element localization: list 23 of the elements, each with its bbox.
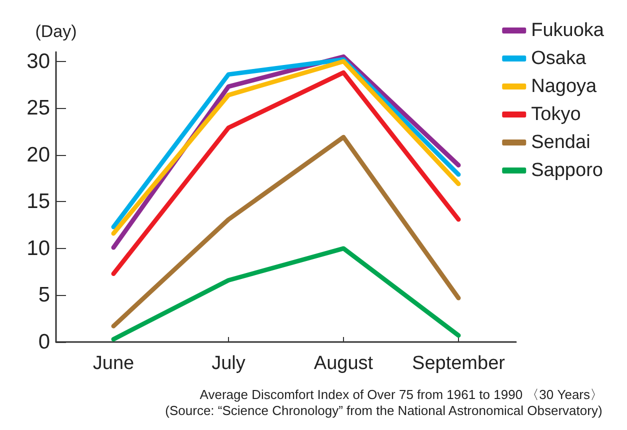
line-series (111, 70, 461, 276)
x-tick-label: June (92, 353, 134, 374)
x-tick-label: July (212, 353, 246, 374)
x-tick-label: August (314, 353, 374, 374)
line-series (111, 134, 461, 328)
y-tick-label: 30 (26, 50, 50, 73)
y-tick-label: 0 (38, 330, 50, 354)
legend-label: Fukuoka (531, 20, 604, 41)
line-series (111, 246, 461, 342)
y-tick-label: 25 (26, 96, 50, 120)
y-axis-title: (Day) (35, 22, 77, 41)
y-tick-label: 10 (26, 236, 50, 260)
legend-label: Nagoya (531, 76, 598, 97)
y-tick-label: 5 (38, 284, 50, 307)
legend-label: Osaka (531, 48, 586, 69)
legend-label: Sendai (531, 132, 590, 153)
text: Average Discomfort Index of Over 75 from 1961 to 1990 〈30 Years〉 (200, 387, 604, 402)
legend-label: Tokyo (531, 104, 581, 125)
y-tick-label: 20 (26, 143, 50, 166)
legend-label: Sapporo (531, 160, 603, 181)
text: (Source: “Science Chronology” from the National Astronomical Observatory) (165, 403, 602, 418)
y-tick-label: 15 (26, 190, 50, 214)
x-tick-label: September (412, 353, 506, 374)
